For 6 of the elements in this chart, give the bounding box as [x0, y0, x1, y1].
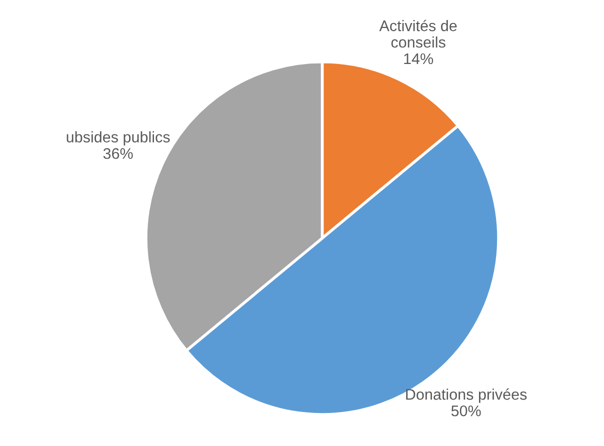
- slice-label: Activités de conseils: [379, 20, 457, 48]
- data-label: 14%: [404, 53, 434, 64]
- slice-label: ubsides publics: [66, 131, 170, 146]
- data-label: 36%: [103, 148, 133, 159]
- slice-label: Donations privées: [406, 388, 527, 403]
- data-label: 50%: [451, 405, 481, 416]
